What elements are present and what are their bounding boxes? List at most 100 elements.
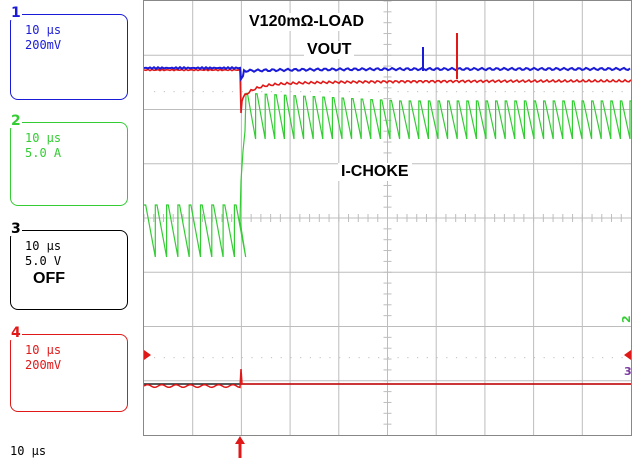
grid-dot	[475, 91, 477, 93]
grid-dot	[358, 357, 360, 359]
grid-dot	[592, 91, 594, 93]
grid-dot	[475, 357, 477, 359]
vout-label: VOUT	[304, 41, 355, 59]
grid-dot	[426, 91, 428, 93]
grid-dot	[524, 357, 526, 359]
grid-dot	[329, 357, 331, 359]
grid-dot	[212, 91, 214, 93]
grid-dot	[543, 357, 545, 359]
grid-dot	[563, 91, 565, 93]
channel-2-scale: 5.0 A	[25, 146, 62, 160]
grid-dot	[436, 357, 438, 359]
grid-dot	[261, 357, 263, 359]
grid-dot	[407, 91, 409, 93]
grid-dot	[154, 91, 156, 93]
channel-3-off-label: OFF	[33, 270, 65, 287]
channel-3-edge-marker: 3	[624, 365, 631, 378]
channel-1-scale: 200mV	[25, 38, 62, 52]
grid-dot	[514, 357, 516, 359]
grid-dot	[202, 357, 204, 359]
grid-dot	[231, 357, 234, 359]
grid-dot	[465, 91, 467, 93]
grid-dot	[241, 357, 243, 359]
graticule-dots	[154, 91, 623, 359]
grid-dot	[504, 91, 506, 93]
grid-dot	[192, 91, 195, 93]
grid-dot	[582, 357, 584, 359]
waveform-screen: 2 3 V120mΩ-LOAD VOUT I-CHOKE	[143, 0, 632, 436]
channel-1-timebase: 10 μs	[25, 23, 62, 37]
grid-dot	[261, 91, 263, 93]
trigger-arrow-icon	[235, 436, 245, 458]
grid-dot	[592, 357, 594, 359]
grid-dot	[309, 357, 312, 359]
channel-3-timebase: 10 μs	[25, 239, 62, 253]
grid-dot	[621, 91, 623, 93]
grid-dot	[533, 357, 536, 359]
grid-dot	[563, 357, 565, 359]
grid-dot	[212, 357, 214, 359]
grid-dot	[572, 91, 575, 93]
grid-dot	[543, 91, 545, 93]
channel-4-panel[interactable]: 4 10 μs 200mV	[10, 326, 128, 412]
grid-dot	[202, 91, 204, 93]
grid-dot	[611, 91, 613, 93]
grid-dot	[280, 357, 282, 359]
channel-2-edge-marker: 2	[620, 315, 631, 323]
grid-dot	[494, 357, 497, 359]
grid-dot	[280, 91, 282, 93]
grid-dot	[602, 357, 604, 359]
waveform-plot: 2 3	[144, 1, 631, 435]
grid-dot	[533, 91, 536, 93]
grid-dot	[290, 91, 292, 93]
grid-dot	[465, 357, 467, 359]
grid-dot	[300, 357, 302, 359]
channel-1-number: 1	[10, 5, 22, 21]
grid-dot	[251, 357, 253, 359]
grid-dot	[368, 91, 370, 93]
grid-dot	[378, 91, 380, 93]
channel-3-panel[interactable]: 3 10 μs 5.0 V OFF	[10, 222, 128, 310]
grid-dot	[173, 91, 175, 93]
grid-dot	[222, 357, 224, 359]
graticule-ticks	[144, 1, 622, 425]
grid-dot	[358, 91, 360, 93]
grid-dot	[387, 357, 389, 359]
grid-dot	[183, 357, 185, 359]
grid-dot	[416, 91, 419, 93]
grid-dot	[553, 91, 555, 93]
grid-dot	[416, 357, 419, 359]
channel-4-trace	[144, 368, 631, 389]
ref-arrow-right-icon	[624, 350, 631, 360]
channel-2-timebase: 10 μs	[25, 131, 62, 145]
grid-dot	[339, 357, 341, 359]
vout-blue-trace	[144, 65, 631, 82]
grid-dot	[163, 357, 165, 359]
channel-1-panel[interactable]: 1 10 μs 200mV	[10, 6, 128, 100]
vout-red-trace	[144, 68, 631, 114]
grid-dot	[397, 357, 399, 359]
channel-2-panel[interactable]: 2 10 μs 5.0 A	[10, 114, 128, 206]
grid-dot	[270, 357, 273, 359]
channel-4-timebase: 10 μs	[25, 343, 62, 357]
grid-dot	[192, 357, 195, 359]
grid-dot	[446, 91, 448, 93]
grid-dot	[621, 357, 623, 359]
grid-dot	[222, 91, 224, 93]
grid-dot	[251, 91, 253, 93]
grid-dot	[494, 91, 497, 93]
grid-dot	[436, 91, 438, 93]
grid-dot	[611, 357, 613, 359]
grid-dot	[455, 91, 458, 93]
load-label: V120mΩ-LOAD	[246, 13, 368, 31]
grid-dot	[455, 357, 458, 359]
channel-3-scale: 5.0 V	[25, 254, 62, 268]
grid-dot	[582, 91, 584, 93]
grid-dot	[290, 357, 292, 359]
grid-dot	[504, 357, 506, 359]
channel-3-number: 3	[10, 221, 22, 237]
grid-dot	[553, 357, 555, 359]
grid-dot	[426, 357, 428, 359]
grid-dot	[378, 357, 380, 359]
grid-dot	[183, 91, 185, 93]
